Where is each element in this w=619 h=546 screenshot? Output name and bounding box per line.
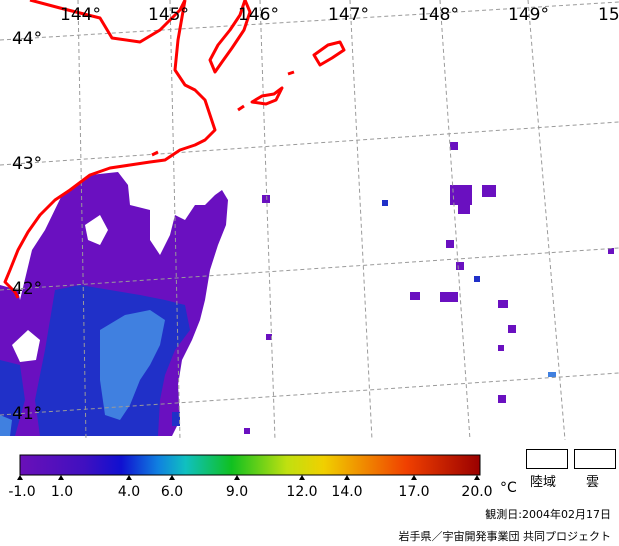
scale-tick-label: 9.0 xyxy=(225,484,249,500)
color-scale xyxy=(17,454,481,480)
lat-label-44: 44° xyxy=(12,29,42,49)
lon-label-146: 146° xyxy=(238,5,279,25)
lat-label-42: 42° xyxy=(12,279,42,299)
habomai-coast xyxy=(250,86,284,106)
lat-labels: 44° 43° 42° 41° xyxy=(12,29,42,424)
lat-label-41: 41° xyxy=(12,404,42,424)
sst-data-layer xyxy=(0,142,614,436)
hokkaido-coast xyxy=(3,0,217,299)
observation-date: 観測日:2004年02月17日 xyxy=(485,508,611,521)
lon-label-147: 147° xyxy=(328,5,369,25)
cloud-legend-label: 雲 xyxy=(586,475,600,490)
lon-label-150: 15 xyxy=(598,5,619,25)
sst-patch-lightblue xyxy=(100,310,165,420)
color-scale-bar xyxy=(19,454,481,476)
lon-label-144: 144° xyxy=(60,5,101,25)
scale-unit: °C xyxy=(500,480,517,496)
color-scale-ticks xyxy=(17,475,480,480)
lon-labels: 144° 145° 146° 147° 148° 149° 15 xyxy=(60,5,619,25)
cloud-legend-swatch xyxy=(574,449,616,469)
sst-map: 144° 145° 146° 147° 148° 149° 15 44° 43°… xyxy=(0,0,619,440)
scale-tick-label: 6.0 xyxy=(160,484,184,500)
lon-label-148: 148° xyxy=(418,5,459,25)
scale-tick-label: 17.0 xyxy=(398,484,430,500)
lat-label-43: 43° xyxy=(12,154,42,174)
coastline xyxy=(3,0,346,299)
scale-tick-label: 14.0 xyxy=(331,484,363,500)
land-legend-swatch xyxy=(526,449,568,469)
scale-tick-label: -1.0 xyxy=(8,484,36,500)
graticule xyxy=(0,0,619,440)
lon-label-149: 149° xyxy=(508,5,549,25)
scale-tick-label: 12.0 xyxy=(286,484,318,500)
scale-tick-label: 1.0 xyxy=(50,484,74,500)
kunashir-coast xyxy=(208,0,252,74)
lon-label-145: 145° xyxy=(148,5,189,25)
credit-text: 岩手県／宇宙開発事業団 共同プロジェクト xyxy=(398,530,612,543)
scale-tick-label: 4.0 xyxy=(117,484,141,500)
land-legend-label: 陸域 xyxy=(530,475,557,490)
scale-tick-label: 20.0 xyxy=(461,484,493,500)
shikotan-coast xyxy=(312,40,346,67)
